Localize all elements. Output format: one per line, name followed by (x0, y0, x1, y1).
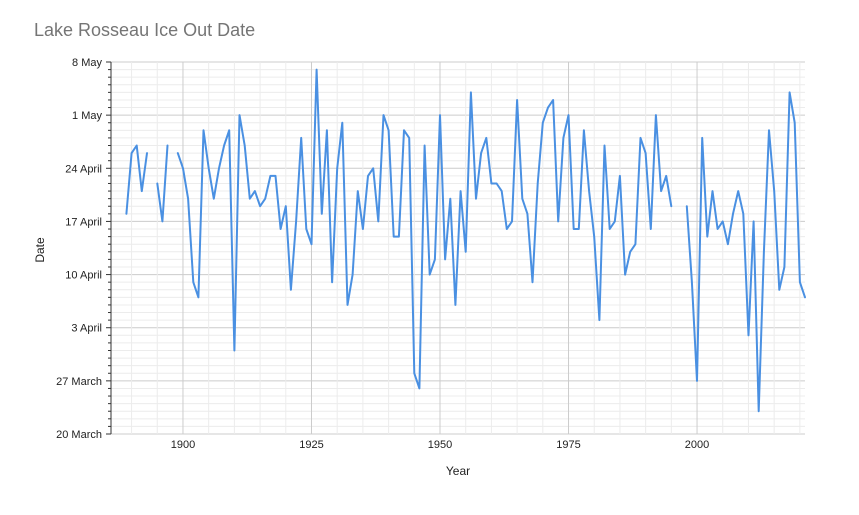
y-tick-label: 1 May (72, 110, 102, 122)
chart-title: Lake Rosseau Ice Out Date (34, 20, 256, 40)
y-tick-label: 17 April (65, 216, 102, 228)
y-tick-label: 24 April (65, 163, 102, 175)
y-tick-label: 20 March (56, 429, 102, 441)
tick-labels: 20 March 27 March 3 April 10 April 17 April 2… (56, 57, 709, 451)
y-axis-title: Date (33, 237, 47, 263)
x-tick-label: 1975 (556, 439, 580, 451)
y-tick-label: 10 April (65, 270, 102, 282)
x-tick-label: 1950 (428, 439, 452, 451)
y-tick-label: 8 May (72, 57, 102, 69)
x-tick-label: 1900 (171, 439, 195, 451)
series-0-segment-2 (156, 144, 169, 223)
series-line (110, 68, 806, 413)
series-0-segment-4 (685, 91, 806, 413)
axis-ticks (106, 61, 112, 435)
y-tick-label: 3 April (71, 323, 102, 335)
x-axis-title: Year (446, 464, 470, 478)
y-tick-label: 27 March (56, 376, 102, 388)
series-0-segment-3 (176, 68, 673, 390)
x-tick-label: 1925 (299, 439, 323, 451)
x-tick-label: 2000 (685, 439, 709, 451)
series-0-segment-1 (125, 144, 148, 215)
